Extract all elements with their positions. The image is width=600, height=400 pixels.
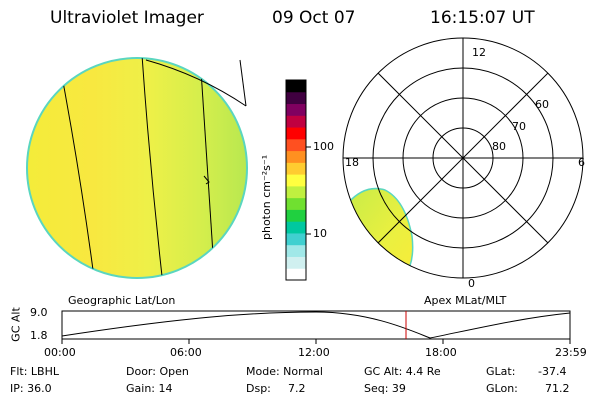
colorbar-cell: [286, 185, 306, 199]
seq-info: Seq: 39: [364, 382, 406, 395]
latitude-line: [239, 59, 247, 107]
longitude-line: [141, 58, 164, 278]
altitude-timeline: [61, 310, 571, 344]
colorbar-tick-label-100: 100: [313, 140, 334, 153]
mlt-label-0: 0: [468, 277, 475, 290]
colorbar-cell: [286, 244, 306, 257]
colorbar-cell: [286, 150, 306, 163]
colorbar-cell: [286, 103, 306, 116]
colorbar-cell: [286, 209, 306, 222]
colorbar-cell: [286, 115, 306, 128]
colorbar-cell: [286, 127, 306, 140]
mlat-label-70: 70: [512, 120, 526, 133]
latitude-line: [145, 59, 247, 107]
geographic-label: Geographic Lat/Lon: [68, 294, 176, 307]
gc-alt-info: GC Alt: 4.4 Re: [364, 365, 441, 378]
colorbar-cell: [286, 268, 306, 281]
colorbar-cell: [286, 174, 306, 187]
observation-time: 16:15:07 UT: [430, 8, 535, 28]
colorbar-cell: [286, 221, 306, 234]
glat-label: GLat:: [486, 365, 516, 378]
colorbar: [285, 79, 311, 281]
subsatellite-marker: [203, 175, 210, 185]
colorbar-cell: [286, 138, 306, 152]
apex-label: Apex MLat/MLT: [424, 294, 507, 307]
timeline-xtick: 12:00: [298, 346, 330, 359]
colorbar-cell: [286, 232, 306, 246]
timeline-xtick: 18:00: [425, 346, 457, 359]
glat-value: -37.4: [538, 365, 567, 378]
mlat-label-80: 80: [492, 140, 506, 153]
gain-info: Gain: 14: [126, 382, 173, 395]
earth-disk: [26, 57, 248, 279]
timeline-ytick-max: 9.0: [30, 306, 48, 319]
glon-value: 71.2: [545, 382, 570, 395]
altitude-curve: [61, 311, 571, 339]
colorbar-cell: [286, 162, 306, 175]
colorbar-cell: [286, 91, 306, 105]
colorbar-cell: [286, 256, 306, 269]
polar-plot: [342, 37, 584, 279]
instrument-title: Ultraviolet Imager: [50, 8, 204, 28]
timeline-xtick: 23:59: [555, 346, 587, 359]
polar-spoke: [377, 72, 549, 244]
colorbar-tick-label-10: 10: [313, 227, 327, 240]
observation-date: 09 Oct 07: [272, 8, 356, 28]
earth-disk-image: [26, 57, 248, 279]
door-info: Door: Open: [126, 365, 189, 378]
timeline-frame: [61, 310, 571, 340]
colorbar-cell: [286, 197, 306, 210]
timeline-xtick: 00:00: [44, 346, 76, 359]
glon-label: GLon:: [486, 382, 518, 395]
ip-info: IP: 36.0: [10, 382, 52, 395]
timeline-ylabel: GC Alt: [9, 307, 23, 342]
dsp-value: 7.2: [288, 382, 306, 395]
dsp-label: Dsp:: [246, 382, 271, 395]
mlt-label-6: 6: [578, 156, 585, 169]
colorbar-cell: [286, 80, 306, 93]
mode-info: Mode: Normal: [246, 365, 323, 378]
timeline-xtick: 06:00: [170, 346, 202, 359]
mlat-label-60: 60: [535, 98, 549, 111]
timeline-ytick-min: 1.8: [30, 329, 48, 342]
colorbar-unit-label: photon cm⁻²s⁻¹: [260, 154, 273, 240]
filter-info: Flt: LBHL: [10, 365, 59, 378]
mlt-label-12: 12: [472, 46, 486, 59]
mlt-label-18: 18: [345, 156, 359, 169]
colorbar-frame: [285, 79, 307, 281]
